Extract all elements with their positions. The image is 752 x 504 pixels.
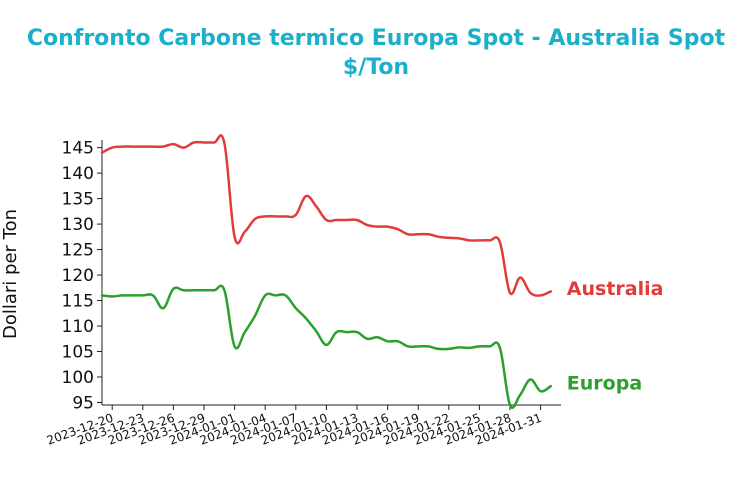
y-tick-label: 130 bbox=[62, 215, 94, 235]
y-tick-label: 110 bbox=[62, 317, 94, 337]
y-tick-label: 120 bbox=[62, 266, 94, 286]
chart-title-line-2: $/Ton bbox=[342, 55, 410, 80]
series-line-australia bbox=[100, 134, 553, 297]
series-labels: Australia Europa bbox=[567, 278, 664, 395]
series-label-europa: Europa bbox=[567, 373, 642, 395]
y-tick-label: 135 bbox=[62, 190, 94, 210]
series-lines bbox=[100, 134, 553, 409]
series-line-europa bbox=[100, 284, 553, 409]
y-tick-label: 95 bbox=[72, 393, 94, 413]
y-tick-label: 125 bbox=[62, 241, 94, 261]
y-tick-label: 100 bbox=[62, 368, 94, 388]
y-tick-label: 140 bbox=[62, 164, 94, 184]
y-tick-label: 145 bbox=[62, 139, 94, 159]
y-axis: 95 100 105 110 115 120 125 130 135 140 145 bbox=[62, 139, 103, 413]
y-tick-label: 105 bbox=[62, 342, 94, 362]
y-axis-label: Dollari per Ton bbox=[0, 209, 21, 339]
y-tick-label: 115 bbox=[62, 292, 94, 312]
series-label-australia: Australia bbox=[567, 278, 664, 300]
x-axis: 2023-12-202023-12-232023-12-262023-12-29… bbox=[45, 404, 561, 448]
chart-title: Confronto Carbone termico Europa Spot - … bbox=[0, 24, 752, 82]
chart-title-line-1: Confronto Carbone termico Europa Spot - … bbox=[26, 26, 726, 51]
